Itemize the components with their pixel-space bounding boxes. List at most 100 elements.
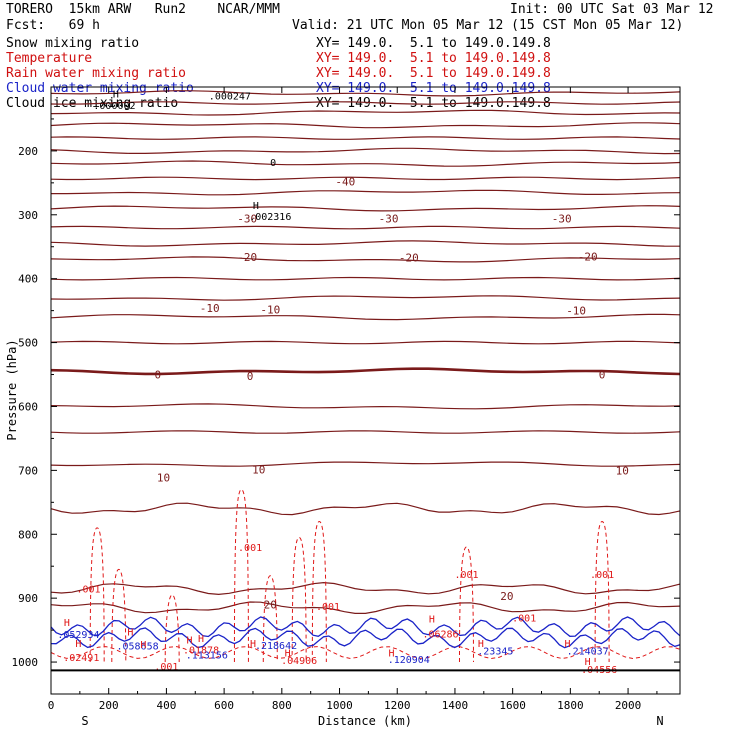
isotherm-line — [50, 101, 681, 105]
rain-contour — [89, 527, 105, 663]
isotherm-group — [50, 90, 681, 614]
isotherm-line — [50, 109, 681, 116]
rain-label: .001 — [238, 543, 262, 554]
isotherm-line — [50, 225, 681, 230]
temperature-label: 20 — [500, 590, 513, 603]
rain-contour — [164, 594, 180, 663]
contour-label-group: -40 -30 -30 -30 -20 -20 -20 -10 -10 -10 0 0 0 10 10 10 2… — [57, 89, 629, 676]
temperature-label: -20 — [399, 252, 419, 265]
temperature-label: 20 — [264, 599, 277, 612]
temperature-label: -30 — [379, 213, 399, 226]
temperature-label: 0 — [247, 370, 254, 383]
rain-label: .001 — [512, 613, 536, 624]
temperature-label: -10 — [566, 305, 586, 318]
high-marker: H — [64, 618, 70, 629]
snow-label: 0 — [270, 158, 276, 169]
isotherm-line — [50, 90, 681, 97]
temperature-label: -30 — [237, 213, 257, 226]
high-marker: H — [127, 627, 133, 638]
cloud-water-contour-group — [50, 616, 681, 649]
rain-label: .001 — [154, 662, 178, 673]
y-tick-label: 200 — [18, 145, 38, 158]
high-marker: H — [186, 636, 192, 647]
rain-label: .001 — [76, 585, 100, 596]
high-marker: H — [388, 648, 394, 659]
temperature-label: 10 — [252, 464, 265, 477]
rain-label: .04906 — [281, 656, 317, 667]
forecast-hour: Fcst: 69 h — [6, 18, 100, 33]
rain-label: .06286 — [422, 629, 458, 640]
south-label: S — [81, 714, 88, 728]
cloud-label: .23345 — [477, 647, 513, 658]
valid-time: Valid: 21 UTC Mon 05 Mar 12 (15 CST Mon … — [292, 18, 684, 33]
rain-contour — [594, 520, 610, 663]
north-label: N — [656, 714, 663, 728]
x-tick-label: 1600 — [499, 699, 526, 712]
temperature-label: -10 — [260, 303, 280, 316]
high-marker: H — [285, 648, 291, 659]
high-marker: H — [75, 639, 81, 650]
x-tick-label: 2000 — [615, 699, 642, 712]
isotherm-line — [50, 240, 681, 247]
rain-contour — [311, 520, 327, 663]
high-marker: H — [113, 89, 119, 100]
y-tick-label: 1000 — [12, 656, 39, 669]
snow-label: .000002 — [93, 101, 135, 112]
x-tick-label: 400 — [156, 699, 176, 712]
cloud-label: .058658 — [116, 641, 158, 652]
isotherm-line — [50, 430, 681, 434]
high-marker: H — [429, 615, 435, 626]
isotherm-line — [50, 276, 681, 281]
y-tick-label: 400 — [18, 273, 38, 286]
rain-contour — [458, 546, 474, 663]
cloud-label: .113156 — [186, 650, 228, 661]
high-marker: H — [250, 639, 256, 650]
model-title: TORERO 15km ARW Run2 NCAR/MMM — [6, 2, 280, 17]
x-tick-label: 200 — [99, 699, 119, 712]
rain-contour — [291, 536, 307, 663]
high-marker: H — [140, 640, 146, 651]
isotherm-line — [50, 461, 681, 467]
isotherm-line — [50, 160, 681, 167]
cloud-label: .218642 — [255, 641, 297, 652]
x-tick-label: 600 — [214, 699, 234, 712]
snow-label: .000247 — [209, 91, 251, 102]
temperature-label: 0 — [154, 369, 161, 382]
cloud-label: .214037 — [567, 647, 609, 658]
temperature-label: 0 — [599, 369, 606, 382]
y-tick-label: 800 — [18, 528, 38, 541]
rain-contour-group — [50, 489, 681, 663]
isotherm-line — [50, 147, 681, 155]
plot-frame — [50, 86, 681, 695]
temperature-label: 10 — [616, 464, 629, 477]
temperature-label: 10 — [157, 471, 170, 484]
y-tick-label: 700 — [18, 464, 38, 477]
x-tick-label: 1800 — [557, 699, 584, 712]
temperature-label: -20 — [578, 250, 598, 263]
isotherm-line — [51, 189, 681, 196]
isotherm-line — [50, 313, 681, 321]
x-tick-label: 800 — [272, 699, 292, 712]
rain-contour — [111, 568, 127, 663]
rain-contour — [262, 575, 278, 663]
temperature-label: -20 — [237, 251, 257, 264]
x-tick-label: 1400 — [442, 699, 469, 712]
legend-cloud-xy: XY= 149.0. 5.1 to 149.0.149.8 — [316, 81, 551, 96]
legend-snow-xy: XY= 149.0. 5.1 to 149.0.149.8 — [316, 36, 551, 51]
isotherm-line — [50, 122, 681, 129]
isotherm-line — [50, 295, 681, 301]
isotherm-line — [50, 367, 681, 376]
x-axis-label: Distance (km) — [318, 714, 412, 728]
isotherm-line — [50, 256, 681, 263]
legend-snow-label: Snow mixing ratio — [6, 36, 140, 51]
legend-cloud-label: Cloud water mixing ratio — [6, 81, 194, 96]
legend-temp-label: Temperature — [6, 51, 93, 66]
isotherm-line — [50, 601, 681, 614]
y-tick-label: 300 — [18, 209, 38, 222]
cloud-water-contour — [50, 616, 681, 638]
high-marker: H — [585, 657, 591, 668]
isotherm-line — [50, 136, 681, 140]
isotherm-line — [50, 502, 681, 516]
init-time: Init: 00 UTC Sat 03 Mar 12 — [510, 2, 714, 17]
